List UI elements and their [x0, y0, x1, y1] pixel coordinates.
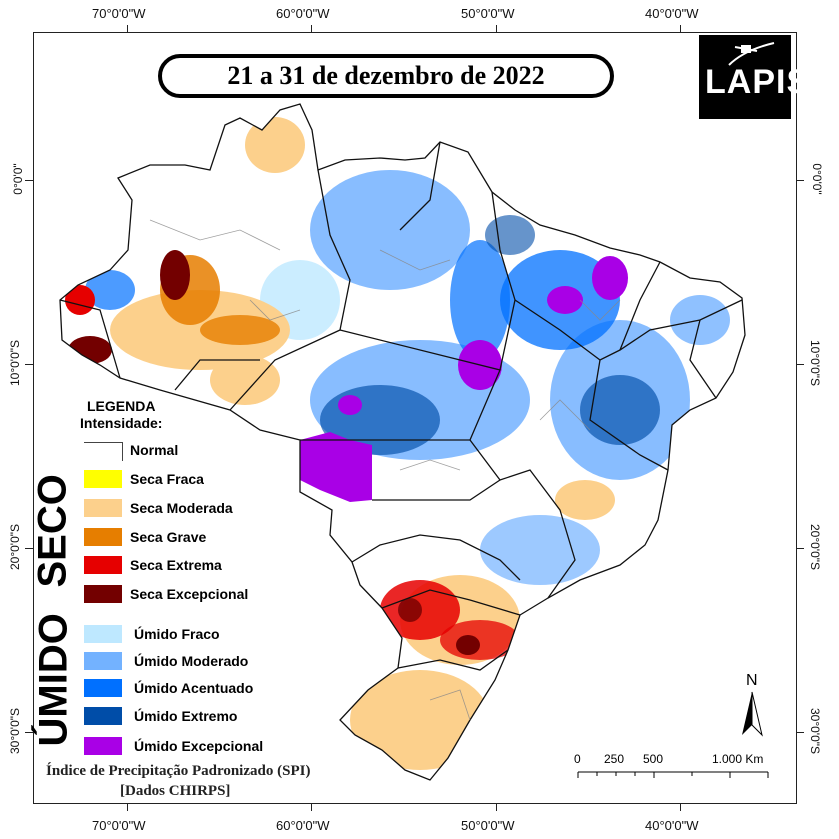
tick	[796, 732, 804, 733]
tick	[25, 732, 33, 733]
coord-top-60w: 60°0'0"W	[276, 6, 330, 21]
coord-bottom-40w: 40°0'0"W	[645, 818, 699, 833]
lapis-logo: LAPIS	[699, 35, 809, 119]
north-label: N	[746, 672, 758, 689]
legend-subtitle: Intensidade:	[80, 415, 163, 431]
legend-label-seca-grave: Seca Grave	[130, 529, 207, 545]
tick	[25, 548, 33, 549]
tick	[127, 803, 128, 811]
tick	[496, 803, 497, 811]
legend-label-seca-moderada: Seca Moderada	[130, 500, 233, 516]
map-title: 21 a 31 de dezembro de 2022	[227, 61, 545, 90]
legend-swatch-seca-fraca	[84, 470, 122, 488]
tick	[496, 25, 497, 33]
legend-swatch-umido-fraco	[84, 625, 122, 643]
legend-swatch-normal	[84, 442, 123, 461]
legend-label-umido-excepcional: Úmido Excepcional	[134, 738, 264, 754]
legend-label-seca-excepcional: Seca Excepcional	[130, 586, 249, 602]
north-arrow-icon	[742, 691, 763, 737]
legend-title: LEGENDA	[87, 398, 156, 414]
tick	[680, 25, 681, 33]
tick	[25, 364, 33, 365]
legend-swatch-seca-extrema	[84, 556, 122, 574]
legend-label-umido-moderado: Úmido Moderado	[134, 653, 249, 669]
title-box: 21 a 31 de dezembro de 2022	[158, 54, 614, 98]
legend-label-seca-extrema: Seca Extrema	[130, 557, 222, 573]
footer-index-name: Índice de Precipitação Padronizado (SPI)	[46, 763, 311, 779]
coord-bottom-70w: 70°0'0"W	[92, 818, 146, 833]
tick	[796, 364, 804, 365]
coord-bottom-50w: 50°0'0"W	[461, 818, 515, 833]
footer-data-source: [Dados CHIRPS]	[120, 783, 231, 799]
dry-group-label: SECO	[30, 474, 75, 588]
tick	[311, 25, 312, 33]
legend-swatch-umido-excepcional	[84, 737, 122, 755]
scale-label-0: 0	[574, 752, 581, 766]
legend-heading: LEGENDA Intensidade:	[80, 398, 162, 432]
coord-top-40w: 40°0'0"W	[645, 6, 699, 21]
scale-label-1000: 1.000 Km	[712, 752, 764, 766]
scale-bar	[577, 771, 769, 778]
wet-group-label: ÚMIDO	[31, 613, 76, 747]
logo-text: LAPIS	[705, 63, 811, 101]
tick	[25, 180, 33, 181]
tick	[127, 25, 128, 33]
tick	[796, 180, 804, 181]
legend-label-normal: Normal	[130, 442, 179, 458]
tick	[311, 803, 312, 811]
legend-swatch-umido-acentuado	[84, 679, 122, 697]
legend-label-umido-acentuado: Úmido Acentuado	[134, 680, 254, 696]
legend-swatch-umido-moderado	[84, 652, 122, 670]
coord-bottom-60w: 60°0'0"W	[276, 818, 330, 833]
legend-label-seca-fraca: Seca Fraca	[130, 471, 204, 487]
legend-swatch-seca-grave	[84, 528, 122, 546]
coord-top-70w: 70°0'0"W	[92, 6, 146, 21]
legend-swatch-umido-extremo	[84, 707, 122, 725]
scale-label-500: 500	[643, 752, 664, 766]
legend-label-umido-extremo: Úmido Extremo	[134, 708, 238, 724]
scale-label-250: 250	[604, 752, 625, 766]
legend-label-umido-fraco: Úmido Fraco	[134, 626, 220, 642]
coord-top-50w: 50°0'0"W	[461, 6, 515, 21]
logo-satellite-icon	[728, 42, 775, 66]
legend-swatch-seca-moderada	[84, 499, 122, 517]
tick	[796, 548, 804, 549]
tick	[680, 803, 681, 811]
legend-swatch-seca-excepcional	[84, 585, 122, 603]
